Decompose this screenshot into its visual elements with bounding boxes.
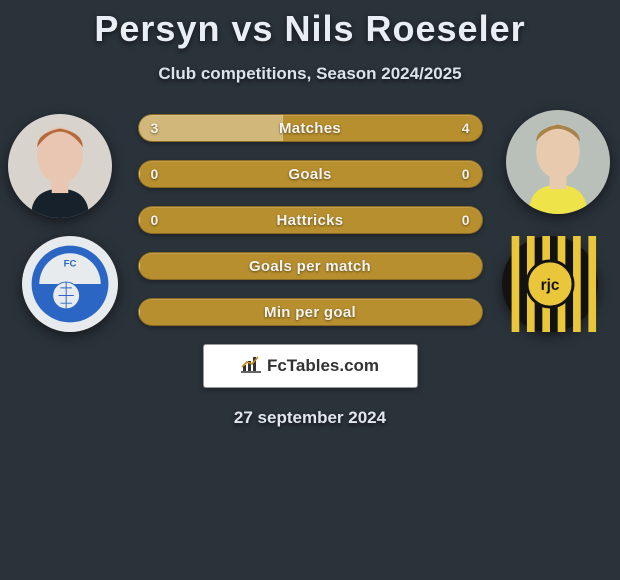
stat-label: Goals per match: [139, 253, 482, 279]
club-left-badge: FC: [22, 236, 118, 332]
svg-text:rjc: rjc: [541, 277, 560, 294]
stat-bar: 34Matches: [138, 114, 483, 142]
stat-bar: Min per goal: [138, 298, 483, 326]
stat-label: Goals: [139, 161, 482, 187]
page-title: Persyn vs Nils Roeseler: [0, 0, 620, 50]
comparison-layout: FC rjc 34Matches00Goals00HattricksGoal: [0, 114, 620, 428]
chart-bars-icon: [241, 355, 261, 378]
stat-label: Hattricks: [139, 207, 482, 233]
date-text: 27 september 2024: [0, 408, 620, 428]
club-right-badge: rjc: [502, 236, 598, 332]
watermark-text: FcTables.com: [267, 356, 379, 376]
subtitle: Club competitions, Season 2024/2025: [0, 64, 620, 84]
stat-bar: 00Hattricks: [138, 206, 483, 234]
stats-bars: 34Matches 00Goals 00Hattricks Goals per mat…: [138, 114, 483, 326]
stat-bar: 00Goals: [138, 160, 483, 188]
player-left-avatar: [8, 114, 112, 218]
stat-bar: Goals per match: [138, 252, 483, 280]
svg-text:FC: FC: [64, 259, 77, 270]
stat-label: Matches: [139, 115, 482, 141]
watermark: FcTables.com: [203, 344, 418, 388]
stat-label: Min per goal: [139, 299, 482, 325]
player-right-avatar: [506, 110, 610, 214]
